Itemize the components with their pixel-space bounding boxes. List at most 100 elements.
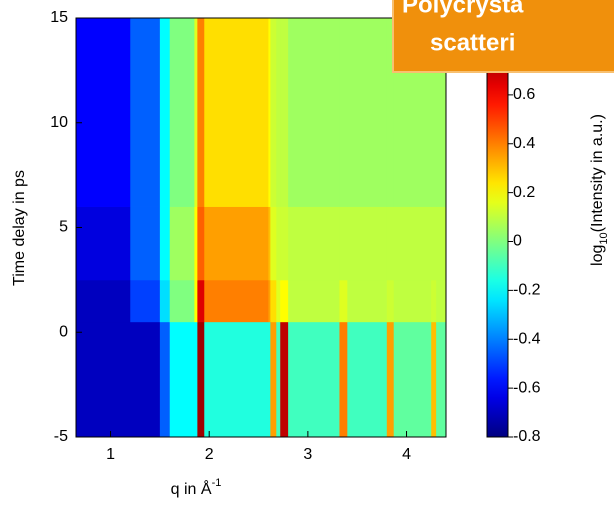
y-axis-label: Time delay in ps	[11, 170, 28, 286]
heat-cell	[197, 206, 205, 281]
heat-cell	[393, 279, 432, 323]
heat-cell	[204, 321, 269, 438]
heat-cell	[280, 18, 289, 207]
heat-cell	[197, 18, 205, 207]
heat-cell	[270, 321, 277, 438]
heat-cell	[436, 279, 447, 323]
heat-cell	[194, 206, 198, 281]
heat-cell	[76, 321, 131, 438]
heat-cell	[339, 279, 348, 323]
heat-cell	[76, 206, 131, 281]
y-tick-label: 5	[59, 219, 68, 236]
heat-cell	[268, 321, 271, 438]
y-tick-label: 0	[59, 323, 68, 340]
heat-cell	[288, 279, 340, 323]
heat-cell	[436, 321, 447, 438]
heat-cell	[339, 206, 348, 281]
heat-cell	[194, 279, 198, 323]
heat-cell	[169, 279, 195, 323]
heat-cell	[288, 18, 340, 207]
heat-cell	[268, 206, 271, 281]
colorbar-tick-label: 0.6	[513, 86, 535, 103]
colorbar	[486, 45, 509, 438]
heat-cell	[159, 18, 171, 207]
heat-cell	[431, 279, 437, 323]
banner-box	[392, 0, 614, 73]
heat-cell	[386, 321, 395, 438]
y-tick-label: 15	[50, 9, 68, 26]
heat-cell	[204, 206, 269, 281]
heat-cell	[386, 279, 395, 323]
x-label-text: q in Å	[171, 479, 212, 498]
heat-cell	[276, 206, 281, 281]
heat-cell	[347, 279, 388, 323]
colorbar-tick-label: -0.2	[513, 282, 541, 299]
heat-cell	[276, 321, 281, 438]
colorbar-tick-label: -0.4	[513, 330, 541, 347]
x-tick-label: 4	[402, 446, 411, 463]
heat-cell	[280, 321, 289, 438]
heat-cell	[197, 321, 205, 438]
heat-cell	[393, 206, 432, 281]
heat-cell	[436, 18, 447, 207]
heat-cell	[288, 321, 340, 438]
heat-cell	[347, 206, 388, 281]
heat-cell	[431, 18, 437, 207]
heat-cell	[169, 206, 195, 281]
banner: Polycrysta scatteri	[392, 0, 614, 73]
heat-cell	[76, 18, 131, 207]
banner-line: Polycrysta	[402, 0, 524, 18]
heat-cell	[280, 279, 289, 323]
heat-cell	[159, 206, 171, 281]
colorbar-tick-label: 0.2	[513, 184, 535, 201]
heat-cell	[268, 279, 271, 323]
cb-label-text: (Intensity in a.u.)	[589, 114, 606, 232]
x-tick-label: 3	[303, 446, 312, 463]
banner-line: scatteri	[430, 29, 515, 56]
heat-cell	[159, 279, 171, 323]
heat-cell	[339, 321, 348, 438]
x-label-sup: -1	[212, 477, 222, 489]
colorbar-tick-label: 0	[513, 233, 522, 250]
colorbar-tick-label: 0.4	[513, 135, 535, 152]
heat-cell	[169, 18, 195, 207]
heat-cell	[76, 279, 131, 323]
heat-cell	[130, 279, 161, 323]
heat-cell	[197, 279, 205, 323]
x-tick-label: 2	[205, 446, 214, 463]
heat-cell	[347, 18, 388, 207]
heat-cell	[130, 321, 161, 438]
heat-cell	[347, 321, 388, 438]
heat-cell	[130, 206, 161, 281]
plot-area	[76, 18, 447, 438]
heat-cell	[268, 18, 271, 207]
heat-cell	[280, 206, 289, 281]
heat-cell	[386, 206, 395, 281]
heat-cell	[436, 206, 447, 281]
heat-cell	[431, 206, 437, 281]
y-tick-label: 10	[50, 114, 68, 131]
y-tick-label: -5	[54, 428, 68, 445]
heat-cell	[204, 279, 269, 323]
heat-cell	[130, 18, 161, 207]
heat-cell	[339, 18, 348, 207]
heat-cell	[159, 321, 171, 438]
heat-cell	[270, 18, 277, 207]
heat-cell	[194, 321, 198, 438]
heat-cell	[386, 18, 395, 207]
heat-cell	[431, 321, 437, 438]
heat-cell	[276, 18, 281, 207]
colorbar-label: log10(Intensity in a.u.)	[589, 114, 610, 266]
colorbar-tick-label: -0.8	[513, 428, 541, 445]
heat-cell	[288, 206, 340, 281]
x-axis-label: q in Å-1	[171, 477, 222, 498]
x-tick-label: 1	[106, 446, 115, 463]
heat-cell	[194, 18, 198, 207]
heat-cell	[270, 206, 277, 281]
heat-cell	[270, 279, 277, 323]
heat-cell	[204, 18, 269, 207]
colorbar-tick-label: -0.6	[513, 379, 541, 396]
cb-label-sub: 10	[598, 232, 610, 244]
heat-cell	[169, 321, 195, 438]
